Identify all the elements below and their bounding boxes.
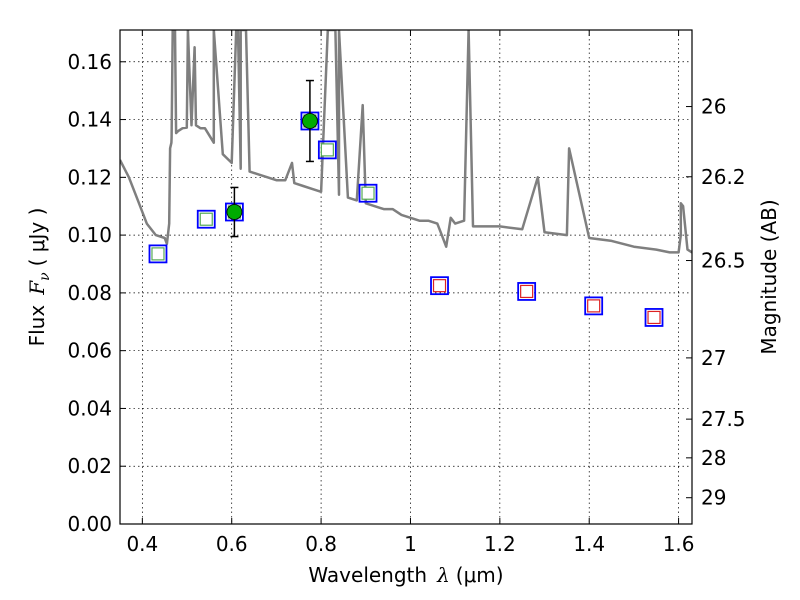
x-tick-label: 1	[404, 532, 417, 556]
x-axis-label: Wavelength λ (μm)	[308, 563, 503, 587]
x-tick-label: 0.6	[216, 532, 248, 556]
model-photometry-square-inner	[320, 143, 334, 157]
model-photometry-square-inner	[647, 310, 661, 325]
plot-frame	[119, 29, 693, 525]
model-photometry-square-inner	[199, 212, 213, 226]
y2-tick-label: 27	[701, 346, 726, 370]
y2-axis-label: Magnitude (AB)	[757, 199, 781, 354]
x-tick-label: 1.4	[573, 532, 605, 556]
model-photometry-square-inner	[151, 247, 165, 261]
y-tick-label: 0.12	[67, 165, 112, 189]
y2-tick-label: 26	[701, 95, 726, 119]
model-photometry-square	[317, 140, 337, 160]
observed-flux-point	[302, 113, 318, 129]
model-photometry-square	[358, 183, 378, 203]
markers	[148, 79, 664, 327]
model-photometry-square-inner	[587, 299, 601, 313]
plot-data	[120, 30, 692, 254]
model-photometry-square	[517, 282, 537, 301]
ticks: 0.4 0.6 0.8 1 1.2 1.4 1.6 0.00 0.02 0.04 0.06 0.08 0…	[67, 30, 746, 556]
grid	[120, 30, 692, 525]
y2-tick-label: 29	[701, 486, 726, 510]
x-tick-label: 0.8	[305, 532, 337, 556]
y-tick-label: 0.02	[67, 454, 112, 478]
y-tick-label: 0.16	[67, 50, 112, 74]
model-photometry-square	[148, 244, 168, 264]
sed-model-line	[120, 30, 692, 254]
observed-flux-point	[226, 204, 243, 220]
y-tick-label: 0.14	[67, 108, 112, 132]
model-photometry-square	[644, 308, 664, 327]
model-photometry-square-inner	[361, 186, 375, 200]
y-tick-label: 0.08	[67, 281, 112, 305]
y-tick-label: 0.06	[67, 339, 112, 363]
x-tick-label: 1.6	[663, 532, 695, 556]
model-photometry-square	[196, 209, 216, 229]
y-tick-label: 0.10	[67, 223, 112, 247]
model-photometry-square	[584, 296, 604, 316]
model-photometry-square	[430, 276, 449, 296]
model-photometry-square-inner	[520, 284, 534, 299]
y-tick-label: 0.00	[67, 512, 112, 536]
y-axis-label: FluxFν( μJy )	[25, 208, 53, 347]
y2-tick-label: 27.5	[701, 407, 746, 431]
x-tick-label: 0.4	[126, 532, 158, 556]
y2-tick-label: 26.2	[701, 165, 746, 189]
x-tick-label: 1.2	[484, 532, 516, 556]
y2-tick-label: 26.5	[701, 249, 746, 273]
model-photometry-square-inner	[432, 279, 447, 293]
y2-tick-label: 28	[701, 446, 726, 470]
y-tick-label: 0.04	[67, 396, 112, 420]
